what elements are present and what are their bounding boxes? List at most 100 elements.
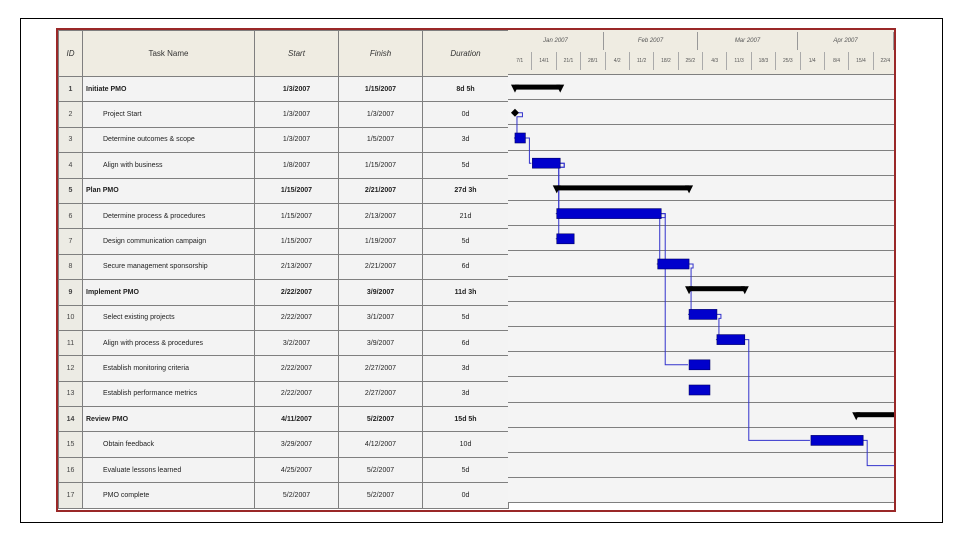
summary-cap-start[interactable] xyxy=(510,84,519,93)
task-id[interactable]: 9 xyxy=(58,279,83,306)
task-start[interactable]: 2/13/2007 xyxy=(254,253,339,281)
summary-cap-start[interactable] xyxy=(852,412,861,421)
task-bar[interactable] xyxy=(688,309,718,320)
dependency-link[interactable] xyxy=(744,339,810,441)
table-row[interactable]: 16 Evaluate lessons learned 4/25/2007 5/2/2… xyxy=(58,456,509,484)
task-finish[interactable]: 5/2/2007 xyxy=(338,406,423,433)
summary-bar[interactable] xyxy=(514,84,561,90)
task-name[interactable]: Review PMO xyxy=(82,406,255,433)
task-start[interactable]: 1/8/2007 xyxy=(254,152,339,179)
table-row[interactable]: 14 Review PMO 4/11/2007 5/2/2007 15d 5h xyxy=(58,406,509,433)
task-id[interactable]: 1 xyxy=(58,75,83,103)
summary-cap-start[interactable] xyxy=(552,185,561,194)
table-row[interactable]: 10 Select existing projects 2/22/2007 3/1/2… xyxy=(58,304,509,331)
task-start[interactable]: 5/2/2007 xyxy=(254,482,339,509)
task-bar[interactable] xyxy=(556,233,575,245)
task-id[interactable]: 3 xyxy=(58,126,83,154)
table-row[interactable]: 3 Determine outcomes & scope 1/3/2007 1/5/2… xyxy=(58,126,509,154)
task-name[interactable]: Project Start xyxy=(82,101,255,128)
task-name[interactable]: Implement PMO xyxy=(82,279,255,306)
dependency-link[interactable] xyxy=(656,213,666,265)
task-finish[interactable]: 1/15/2007 xyxy=(338,75,423,103)
task-id[interactable]: 11 xyxy=(58,329,83,357)
task-finish[interactable]: 2/21/2007 xyxy=(338,177,423,204)
table-row[interactable]: 6 Determine process & procedures 1/15/2007… xyxy=(58,202,509,230)
dependency-link[interactable] xyxy=(863,439,896,467)
task-start[interactable]: 1/15/2007 xyxy=(254,228,339,255)
task-finish[interactable]: 2/13/2007 xyxy=(338,202,423,230)
task-start[interactable]: 1/3/2007 xyxy=(254,126,339,154)
task-name[interactable]: Align with business xyxy=(82,152,255,179)
task-duration[interactable]: 5d xyxy=(422,304,509,331)
task-duration[interactable]: 0d xyxy=(422,101,509,128)
task-name[interactable]: PMO complete xyxy=(82,482,255,509)
task-name[interactable]: Secure management sponsorship xyxy=(82,253,255,281)
task-duration[interactable]: 21d xyxy=(422,202,509,230)
summary-bar[interactable] xyxy=(856,412,896,418)
table-row[interactable]: 8 Secure management sponsorship 2/13/2007 2… xyxy=(58,253,509,281)
summary-cap-end[interactable] xyxy=(685,185,694,194)
task-id[interactable]: 6 xyxy=(58,202,83,230)
task-id[interactable]: 4 xyxy=(58,152,83,179)
task-name[interactable]: Plan PMO xyxy=(82,177,255,204)
summary-bar[interactable] xyxy=(689,286,745,292)
task-id[interactable]: 13 xyxy=(58,380,83,408)
task-name[interactable]: Obtain feedback xyxy=(82,431,255,458)
dependency-link[interactable] xyxy=(555,162,565,240)
table-row[interactable]: 5 Plan PMO 1/15/2007 2/21/2007 27d 3h xyxy=(58,177,509,204)
task-duration[interactable]: 6d xyxy=(422,253,509,281)
table-row[interactable]: 2 Project Start 1/3/2007 1/3/2007 0d xyxy=(58,101,509,128)
task-name[interactable]: Design communication campaign xyxy=(82,228,255,255)
task-start[interactable]: 1/3/2007 xyxy=(254,101,339,128)
task-finish[interactable]: 2/27/2007 xyxy=(338,355,423,382)
task-duration[interactable]: 10d xyxy=(422,431,509,458)
task-duration[interactable]: 11d 3h xyxy=(422,279,509,306)
task-start[interactable]: 4/25/2007 xyxy=(254,456,339,484)
task-duration[interactable]: 27d 3h xyxy=(422,177,509,204)
task-finish[interactable]: 2/21/2007 xyxy=(338,253,423,281)
table-row[interactable]: 13 Establish performance metrics 2/22/2007… xyxy=(58,380,509,408)
table-row[interactable]: 9 Implement PMO 2/22/2007 3/9/2007 11d 3h xyxy=(58,279,509,306)
task-finish[interactable]: 1/5/2007 xyxy=(338,126,423,154)
task-name[interactable]: Align with process & procedures xyxy=(82,329,255,357)
milestone-marker[interactable] xyxy=(510,108,519,117)
task-id[interactable]: 7 xyxy=(58,228,83,255)
dependency-link[interactable] xyxy=(661,213,689,366)
task-duration[interactable]: 3d xyxy=(422,380,509,408)
task-finish[interactable]: 3/9/2007 xyxy=(338,329,423,357)
task-duration[interactable]: 5d xyxy=(422,456,509,484)
task-finish[interactable]: 2/27/2007 xyxy=(338,380,423,408)
task-start[interactable]: 4/11/2007 xyxy=(254,406,339,433)
table-row[interactable]: 12 Establish monitoring criteria 2/22/2007… xyxy=(58,355,509,382)
task-finish[interactable]: 3/1/2007 xyxy=(338,304,423,331)
task-finish[interactable]: 3/9/2007 xyxy=(338,279,423,306)
column-header-finish[interactable]: Finish xyxy=(338,30,423,77)
task-duration[interactable]: 3d xyxy=(422,355,509,382)
task-finish[interactable]: 1/19/2007 xyxy=(338,228,423,255)
task-id[interactable]: 14 xyxy=(58,406,83,433)
task-name[interactable]: Determine process & procedures xyxy=(82,202,255,230)
task-start[interactable]: 1/15/2007 xyxy=(254,177,339,204)
task-start[interactable]: 2/22/2007 xyxy=(254,380,339,408)
table-row[interactable]: 7 Design communication campaign 1/15/2007 1… xyxy=(58,228,509,255)
task-id[interactable]: 15 xyxy=(58,431,83,458)
task-id[interactable]: 8 xyxy=(58,253,83,281)
task-name[interactable]: Establish performance metrics xyxy=(82,380,255,408)
task-start[interactable]: 1/3/2007 xyxy=(254,75,339,103)
table-row[interactable]: 11 Align with process & procedures 3/2/200… xyxy=(58,329,509,357)
task-start[interactable]: 2/22/2007 xyxy=(254,304,339,331)
summary-bar[interactable] xyxy=(556,185,690,191)
task-bar[interactable] xyxy=(688,384,711,396)
dependency-link[interactable] xyxy=(525,137,532,164)
task-name[interactable]: Initiate PMO xyxy=(82,75,255,103)
task-duration[interactable]: 15d 5h xyxy=(422,406,509,433)
task-id[interactable]: 10 xyxy=(58,304,83,331)
task-start[interactable]: 2/22/2007 xyxy=(254,355,339,382)
task-finish[interactable]: 1/15/2007 xyxy=(338,152,423,179)
task-bar[interactable] xyxy=(716,334,746,345)
task-duration[interactable]: 5d xyxy=(422,152,509,179)
task-id[interactable]: 16 xyxy=(58,456,83,484)
task-name[interactable]: Establish monitoring criteria xyxy=(82,355,255,382)
task-start[interactable]: 3/2/2007 xyxy=(254,329,339,357)
task-name[interactable]: Determine outcomes & scope xyxy=(82,126,255,154)
